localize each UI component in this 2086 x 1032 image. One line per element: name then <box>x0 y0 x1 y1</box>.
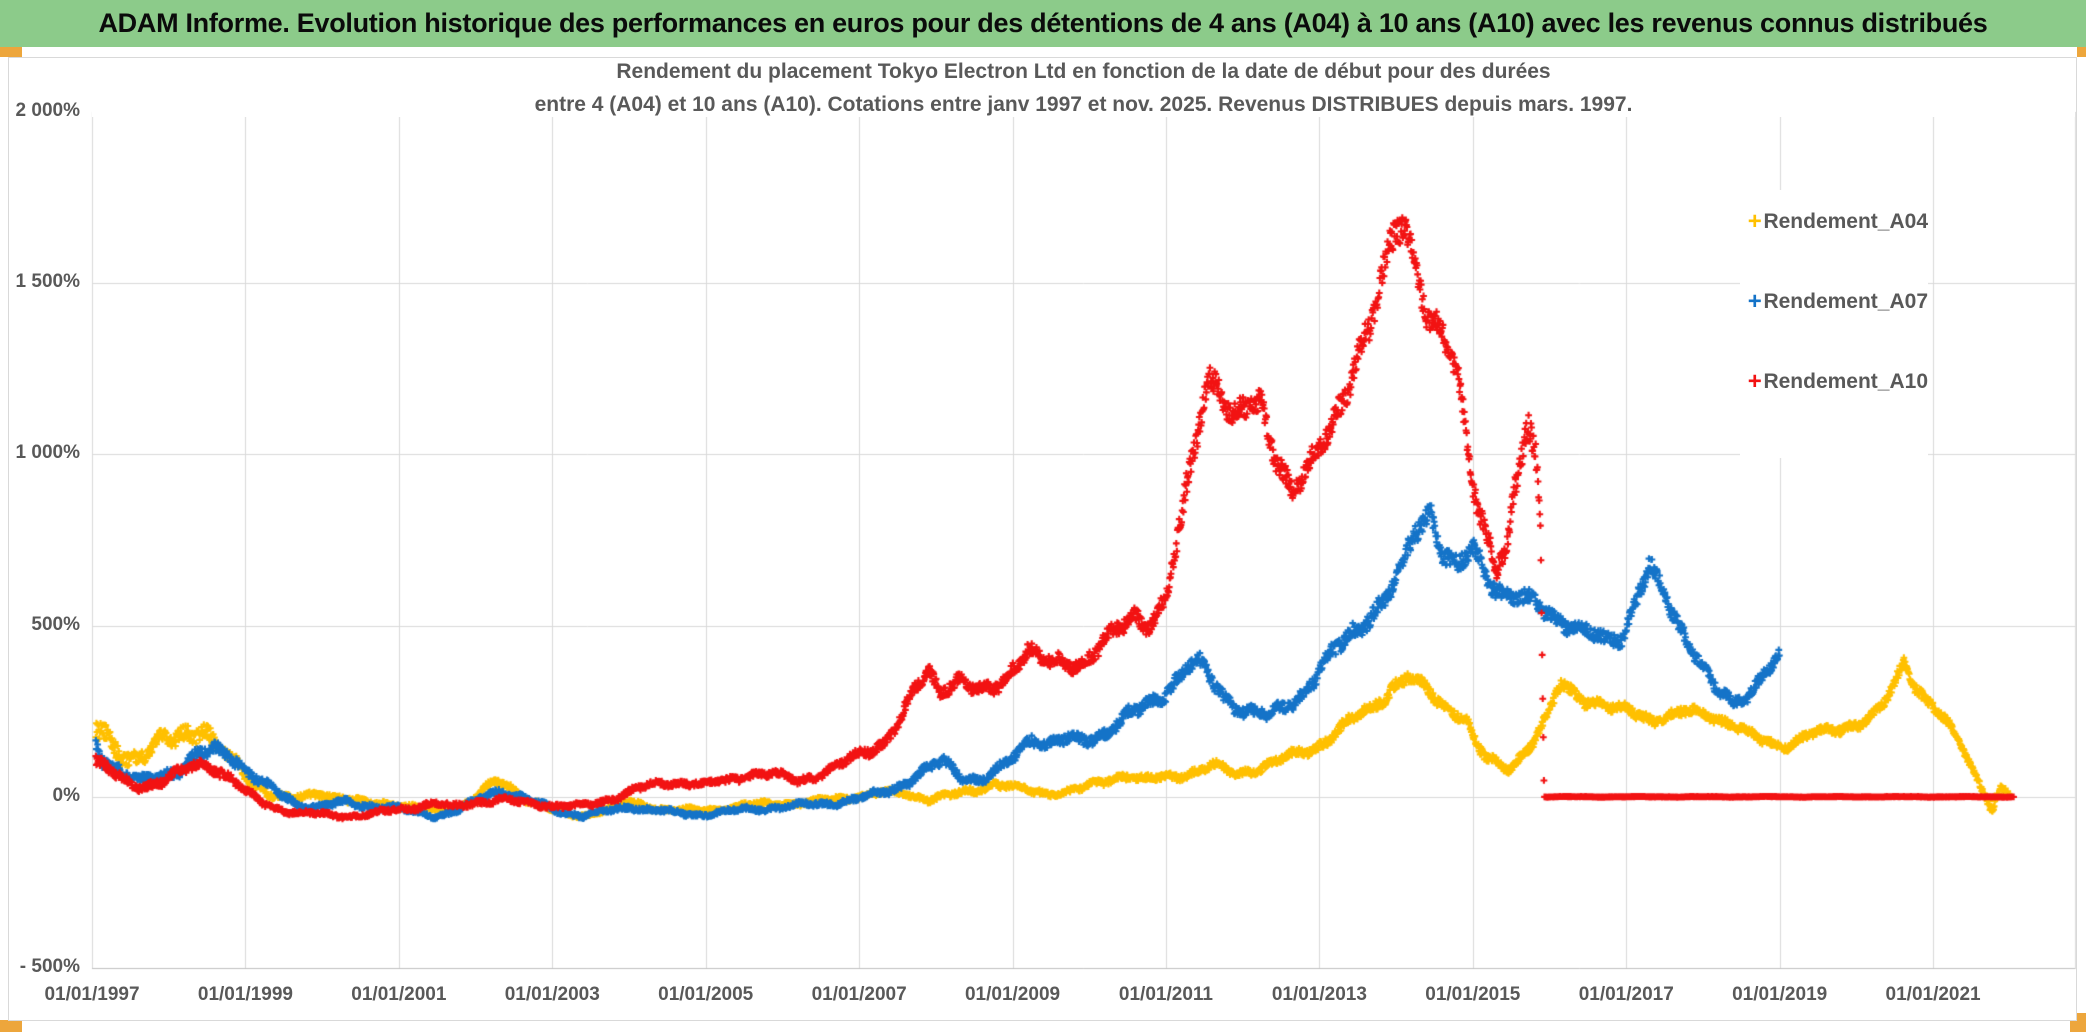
legend-label-a07: Rendement_A07 <box>1763 290 1928 313</box>
plus-marker-icon: + <box>1747 208 1762 235</box>
x-tick-label: 01/01/2009 <box>964 984 1061 1005</box>
x-tick-label: 01/01/2011 <box>1118 984 1213 1005</box>
x-tick-label: 01/01/1999 <box>197 984 293 1005</box>
x-tick-label: 01/01/2005 <box>658 984 754 1005</box>
y-tick-label: 2 000% <box>15 100 80 121</box>
y-tick-label: - 500% <box>19 956 80 977</box>
x-tick-label: 01/01/2007 <box>811 984 907 1005</box>
legend-label-a04: Rendement_A04 <box>1763 210 1928 233</box>
legend-entry-a07[interactable]: + Rendement_A07 <box>1746 288 1928 316</box>
x-tick-label: 01/01/2019 <box>1732 984 1828 1005</box>
x-tick-label: 01/01/2021 <box>1885 984 1981 1005</box>
y-tick-label: 1 500% <box>15 271 80 293</box>
x-tick-label: 01/01/2015 <box>1425 984 1521 1005</box>
chart-title-line-1: Rendement du placement Tokyo Electron Lt… <box>92 60 2075 84</box>
x-tick-label: 01/01/2017 <box>1578 984 1674 1005</box>
x-tick-label: 01/01/1997 <box>44 984 140 1005</box>
chart-title-line-2: entre 4 (A04) et 10 ans (A10). Cotations… <box>92 93 2075 117</box>
y-tick-label: 500% <box>31 613 80 635</box>
y-tick-label: 1 000% <box>15 442 80 464</box>
legend-entry-a10[interactable]: + Rendement_A10 <box>1746 368 1928 396</box>
plus-marker-icon: + <box>1747 368 1762 395</box>
x-tick-label: 01/01/2013 <box>1271 984 1367 1005</box>
x-tick-label: 01/01/2001 <box>351 984 447 1005</box>
legend-label-a10: Rendement_A10 <box>1763 370 1928 393</box>
legend-entry-a04[interactable]: + Rendement_A04 <box>1746 208 1928 236</box>
y-tick-label: 0% <box>52 784 80 806</box>
x-tick-label: 01/01/2003 <box>504 984 600 1005</box>
chart-legend: + Rendement_A04 + Rendement_A07 + Rendem… <box>1740 190 1928 458</box>
plus-marker-icon: + <box>1747 288 1762 315</box>
